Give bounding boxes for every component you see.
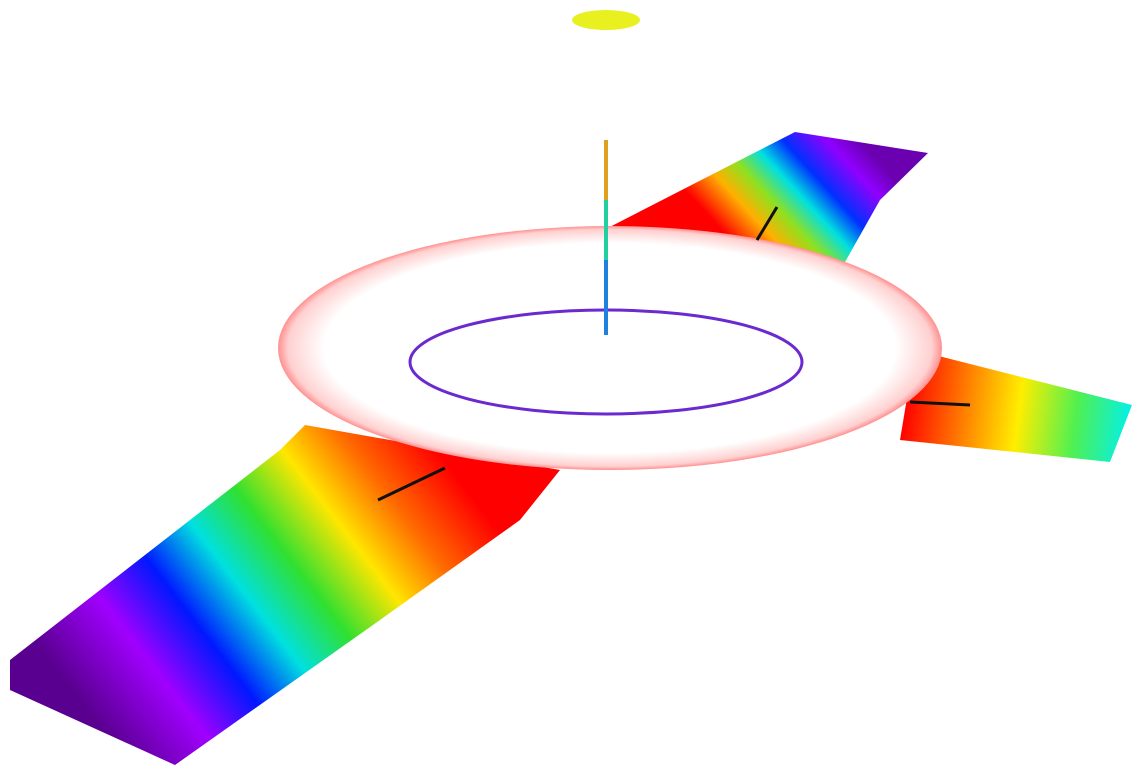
road-lower-left — [10, 425, 560, 765]
marker-r — [909, 400, 971, 407]
beacon — [572, 10, 640, 30]
road-right — [900, 350, 1132, 462]
roundabout — [278, 226, 942, 470]
marker-ur — [755, 206, 779, 241]
marker-ll — [377, 466, 446, 502]
